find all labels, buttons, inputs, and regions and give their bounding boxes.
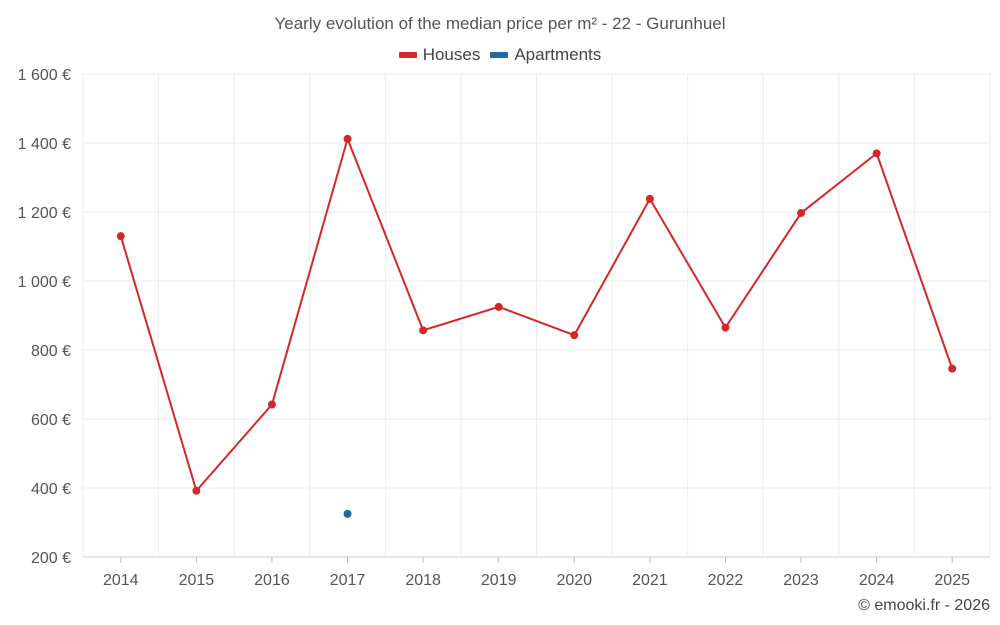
data-point-houses — [343, 134, 352, 143]
data-point-houses — [872, 149, 881, 158]
y-tick-label: 1 000 € — [18, 274, 71, 291]
y-tick-label: 600 € — [31, 412, 71, 429]
x-tick-label: 2018 — [405, 572, 441, 589]
data-point-houses — [645, 194, 654, 203]
x-tick-label: 2016 — [254, 572, 290, 589]
x-tick-label: 2020 — [556, 572, 592, 589]
x-tick-label: 2019 — [481, 572, 517, 589]
data-point-houses — [267, 400, 276, 409]
credit-text: © emooki.fr - 2026 — [858, 597, 990, 614]
x-tick-label: 2024 — [859, 572, 895, 589]
x-tick-label: 2014 — [103, 572, 139, 589]
y-tick-label: 1 200 € — [18, 205, 71, 222]
data-point-houses — [721, 323, 730, 332]
legend: Houses Apartments — [0, 45, 1000, 65]
legend-swatch-apartments — [490, 52, 509, 58]
x-tick-label: 2015 — [179, 572, 215, 589]
x-tick-label: 2022 — [708, 572, 744, 589]
x-tick-label: 2025 — [934, 572, 970, 589]
x-tick-label: 2017 — [330, 572, 366, 589]
legend-item-houses[interactable]: Houses — [398, 45, 481, 65]
data-point-houses — [419, 326, 428, 335]
data-point-houses — [797, 209, 806, 218]
y-tick-label: 800 € — [31, 343, 71, 360]
x-tick-label: 2021 — [632, 572, 668, 589]
y-tick-label: 400 € — [31, 481, 71, 498]
data-point-houses — [494, 302, 503, 311]
chart-title: Yearly evolution of the median price per… — [274, 14, 726, 33]
y-tick-label: 1 400 € — [18, 136, 71, 153]
data-point-houses — [116, 232, 125, 241]
legend-label-apartments: Apartments — [514, 45, 602, 64]
legend-item-apartments[interactable]: Apartments — [490, 45, 601, 65]
data-point-houses — [948, 364, 957, 373]
legend-swatch-houses — [398, 52, 417, 58]
data-point-houses — [192, 486, 201, 495]
legend-label-houses: Houses — [422, 45, 481, 64]
data-point-apartments — [343, 509, 352, 518]
y-tick-label: 1 600 € — [18, 67, 71, 84]
data-point-houses — [570, 331, 579, 340]
series-line-houses — [119, 137, 954, 492]
x-tick-label: 2023 — [783, 572, 819, 589]
y-tick-label: 200 € — [31, 550, 71, 567]
